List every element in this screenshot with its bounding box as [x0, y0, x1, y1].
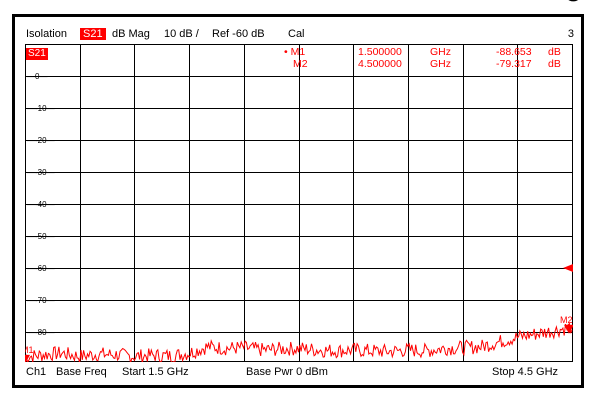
start-frequency[interactable]: Start 1.5 GHz: [122, 366, 189, 378]
y-tick-label: —-30—: [27, 168, 55, 177]
trace-plot[interactable]: —0— —-10— —-20— —-30— —-40— —-50— —-60— —-70— —-…: [25, 44, 573, 362]
marker-2-unit: GHz: [430, 58, 451, 70]
marker-1-frequency: 1.500000: [358, 46, 402, 58]
power-label[interactable]: Base Pwr 0 dBm: [246, 366, 328, 378]
trace-line: [25, 322, 573, 362]
marker-2-value-unit: dB: [548, 58, 561, 70]
cut-off-glyph: ⌣: [566, 0, 580, 10]
y-tick-label: —0—: [27, 72, 47, 81]
cal-label: Cal: [288, 28, 305, 40]
cut-off-heading: ⌣: [0, 0, 594, 14]
marker-row-1-name: • M1: [284, 46, 308, 58]
scale-label: 10 dB /: [164, 28, 199, 40]
marker-1-label: M1: [25, 345, 34, 355]
reference-label: Ref -60 dB: [212, 28, 265, 40]
trace-label: S21: [26, 48, 48, 60]
marker-2-label: M2: [560, 315, 573, 325]
channel-header: Isolation S21 dB Mag 10 dB / Ref -60 dB …: [26, 28, 574, 42]
marker-2-value: -79.317: [496, 58, 532, 70]
y-tick-label: —-50—: [27, 232, 55, 241]
measurement-label: Isolation: [26, 28, 67, 40]
y-tick-label: —-20—: [27, 136, 55, 145]
marker-value-units: dB dB: [548, 46, 561, 70]
marker-names: • M1 M2: [284, 46, 308, 70]
marker-1-triangle: [25, 354, 30, 362]
marker-row-2-name: M2: [284, 58, 308, 70]
stop-frequency[interactable]: Stop 4.5 GHz: [492, 366, 559, 378]
y-tick-label: —-10—: [27, 104, 55, 113]
y-tick-label: —-60—: [27, 264, 55, 273]
y-tick-label: —-70—: [27, 296, 55, 305]
sweep-type-label: Base Freq: [56, 366, 107, 378]
y-tick-label: —-80—: [27, 328, 55, 337]
format-label: dB Mag: [112, 28, 150, 40]
marker-1-value: -88.653: [496, 46, 532, 58]
marker-1-unit: GHz: [430, 46, 451, 58]
marker-units: GHz GHz: [430, 46, 451, 70]
marker-values: -88.653 -79.317: [496, 46, 532, 70]
active-marker-bullet: •: [284, 46, 288, 58]
marker-1-value-unit: dB: [548, 46, 561, 58]
y-tick-label: —-40—: [27, 200, 55, 209]
channel-number: 3: [567, 28, 574, 40]
marker-2-triangle: [564, 324, 573, 334]
marker-frequencies: 1.500000 4.500000: [358, 46, 402, 70]
marker-1-name: M1: [290, 46, 306, 58]
marker-2-frequency: 4.500000: [358, 58, 402, 70]
marker-2-name: M2: [293, 58, 308, 70]
reference-level-marker: [563, 264, 573, 272]
trace-badge[interactable]: S21: [80, 28, 106, 40]
plot-svg: —0— —-10— —-20— —-30— —-40— —-50— —-60— —-70— —-…: [25, 44, 573, 362]
channel-label: Ch1: [26, 366, 47, 378]
